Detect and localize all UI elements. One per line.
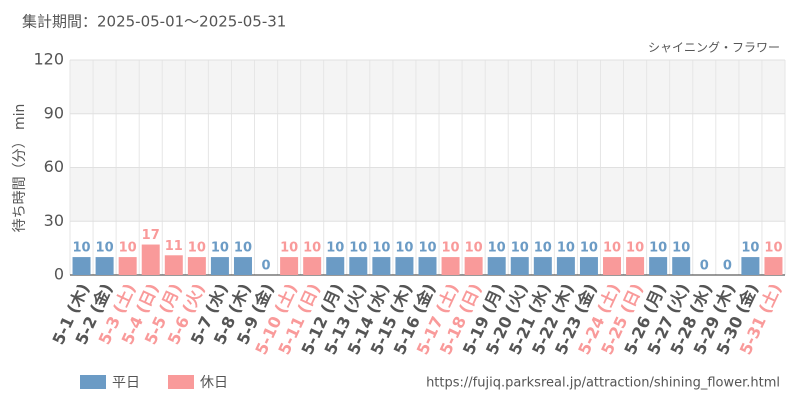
value-label: 10 [234,241,252,256]
value-label: 0 [700,259,709,274]
value-label: 10 [211,241,229,256]
value-label: 10 [741,241,759,256]
bar [280,257,299,275]
bar [626,257,645,275]
value-label: 10 [72,241,90,256]
chart-title: 集計期間：2025-05-01～2025-05-31 [22,13,286,31]
bar [118,257,137,275]
value-label: 10 [188,241,206,256]
legend-swatch [80,375,106,389]
bar [418,257,437,275]
bar [141,244,160,275]
value-label: 10 [488,241,506,256]
legend-label: 平日 [112,375,140,391]
y-tick-label: 0 [54,265,64,284]
bar [741,257,760,275]
value-label: 10 [280,241,298,256]
bar [326,257,345,275]
value-label: 10 [119,241,137,256]
value-label: 10 [534,241,552,256]
value-label: 10 [442,241,460,256]
bar [164,255,183,275]
bar [487,257,506,275]
y-tick-label: 60 [44,157,64,176]
bar [349,257,368,275]
grid-band [70,167,785,222]
value-label: 10 [349,241,367,256]
value-label: 10 [372,241,390,256]
bar [556,257,575,275]
bar [395,257,414,275]
bar [303,257,322,275]
y-tick-label: 120 [33,50,64,69]
value-label: 10 [395,241,413,256]
legend-swatch [168,375,194,389]
value-label: 10 [580,241,598,256]
bar [764,257,783,275]
y-tick-label: 30 [44,211,64,230]
bar [72,257,91,275]
value-label: 10 [603,241,621,256]
value-label: 10 [326,241,344,256]
value-label: 10 [764,241,782,256]
value-label: 10 [418,241,436,256]
value-label: 0 [723,259,732,274]
value-label: 10 [672,241,690,256]
value-label: 10 [465,241,483,256]
bar [510,257,529,275]
grid-band [70,60,785,114]
bar [649,257,668,275]
bar [533,257,552,275]
value-label: 10 [96,241,114,256]
value-label: 11 [165,239,183,254]
value-label: 10 [511,241,529,256]
bar [372,257,391,275]
bar [464,257,483,275]
value-label: 10 [649,241,667,256]
value-label: 10 [626,241,644,256]
bar [233,257,252,275]
bar [672,257,691,275]
bar [187,257,206,275]
bar [603,257,622,275]
chart-subtitle: シャイニング・フラワー [648,41,780,55]
value-label: 10 [557,241,575,256]
bar [579,257,598,275]
y-tick-label: 90 [44,103,64,122]
value-label: 17 [142,228,160,243]
legend-label: 休日 [200,375,228,391]
source-url: https://fujiq.parksreal.jp/attraction/sh… [426,376,780,391]
value-label: 10 [303,241,321,256]
value-label: 0 [262,259,271,274]
y-axis-label: 待ち時間（分） min [12,104,28,233]
bar [95,257,114,275]
bar [210,257,229,275]
bar [441,257,460,275]
